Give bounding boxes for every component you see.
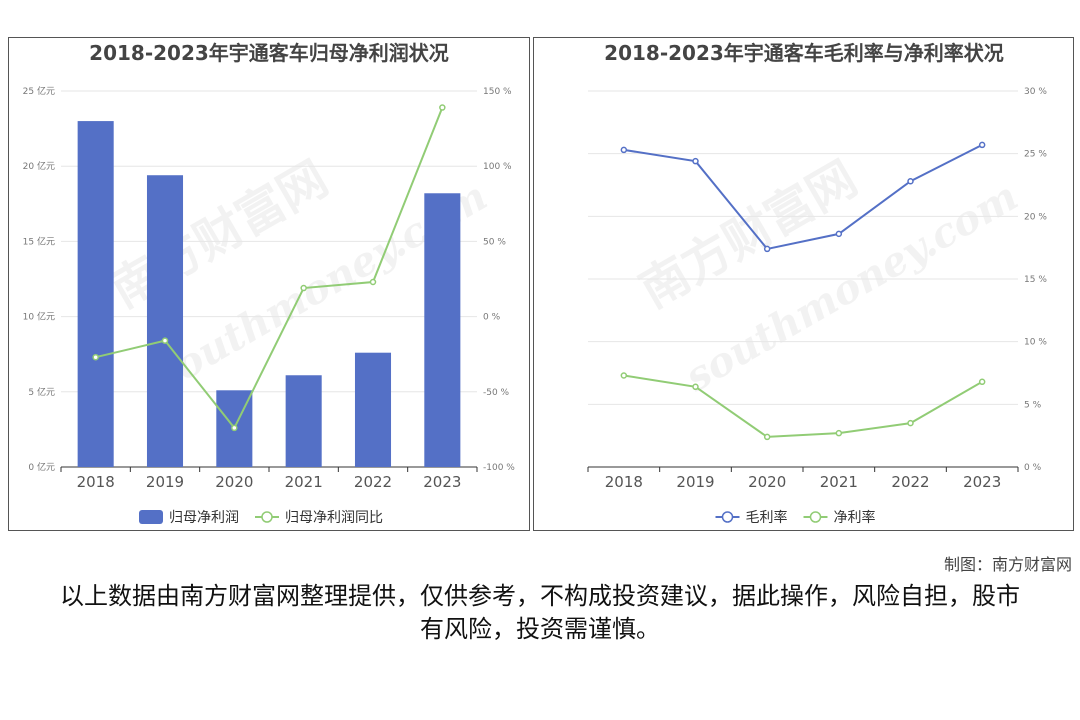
data-point bbox=[835, 230, 843, 238]
legend-marker bbox=[261, 511, 273, 523]
y-right-tick-label: 150 % bbox=[483, 87, 512, 97]
y-left-tick-label: 15 亿元 bbox=[23, 235, 55, 247]
chart-panel-right: 2018-2023年宇通客车毛利率与净利率状况 南方财富网 southmoney.… bbox=[533, 37, 1074, 531]
x-tick-label: 2018 bbox=[605, 473, 643, 491]
y-right-tick-label: 0 % bbox=[483, 313, 501, 323]
legend-label: 净利率 bbox=[834, 509, 876, 526]
x-tick-label: 2020 bbox=[748, 473, 786, 491]
x-tick-label: 2023 bbox=[423, 473, 461, 491]
data-point bbox=[439, 104, 446, 111]
x-tick-label: 2019 bbox=[146, 473, 184, 491]
y-right-tick-label: 100 % bbox=[483, 162, 512, 172]
x-tick-label: 2019 bbox=[676, 473, 714, 491]
data-point bbox=[692, 383, 699, 391]
bar bbox=[285, 375, 322, 467]
y-right-tick-label: 5 % bbox=[1024, 400, 1042, 410]
data-point bbox=[92, 353, 99, 361]
data-point bbox=[978, 141, 986, 149]
series-line bbox=[95, 107, 444, 430]
chart-left: 2018-2023年宇通客车归母净利润状况 南方财富网southmoney.co… bbox=[23, 41, 516, 526]
x-tick-label: 2018 bbox=[77, 473, 115, 491]
data-point bbox=[978, 378, 986, 386]
y-left-tick-label: 0 亿元 bbox=[28, 461, 55, 473]
data-point bbox=[907, 419, 914, 427]
y-right-tick-label: 25 % bbox=[1024, 150, 1047, 160]
y-right-tick-label: 10 % bbox=[1024, 338, 1047, 348]
data-point bbox=[300, 284, 307, 292]
x-tick-label: 2022 bbox=[891, 473, 929, 491]
disclaimer-text: 以上数据由南方财富网整理提供，仅供参考，不构成投资建议，据此操作，风险自担，股市… bbox=[60, 582, 1020, 643]
x-tick-label: 2023 bbox=[963, 473, 1001, 491]
data-point bbox=[369, 278, 377, 286]
y-right-tick-label: -100 % bbox=[483, 463, 515, 473]
y-right-tick-label: -50 % bbox=[483, 388, 510, 398]
data-point bbox=[620, 372, 628, 379]
x-tick-label: 2020 bbox=[215, 473, 253, 491]
data-point bbox=[231, 424, 238, 432]
x-tick-label: 2021 bbox=[820, 473, 858, 491]
y-left-tick-label: 25 亿元 bbox=[23, 85, 55, 97]
bar bbox=[146, 175, 184, 467]
y-right-tick-label: 15 % bbox=[1024, 275, 1047, 285]
x-tick-label: 2022 bbox=[354, 473, 392, 491]
chart-panel-left: 2018-2023年宇通客车归母净利润状况 南方财富网 southmoney.co… bbox=[8, 37, 530, 531]
y-right-tick-label: 0 % bbox=[1024, 463, 1042, 473]
legend-label: 归母净利润同比 bbox=[285, 509, 383, 526]
legend-label: 归母净利润 bbox=[169, 509, 239, 526]
y-left-tick-label: 10 亿元 bbox=[23, 311, 55, 323]
data-point bbox=[620, 146, 628, 154]
legend-swatch bbox=[139, 510, 163, 524]
y-right-tick-label: 20 % bbox=[1024, 212, 1047, 222]
data-point bbox=[692, 157, 699, 165]
legend-label: 毛利率 bbox=[746, 509, 788, 526]
chart-title: 2018-2023年宇通客车归母净利润状况 bbox=[89, 41, 449, 65]
chart-right: 2018-2023年宇通客车毛利率与净利率状况 南方财富网southmoney.… bbox=[587, 41, 1047, 526]
bar bbox=[77, 121, 114, 467]
legend-marker bbox=[721, 511, 734, 523]
series-line bbox=[623, 144, 983, 251]
bar bbox=[424, 193, 461, 467]
data-point bbox=[763, 433, 771, 441]
y-right-tick-label: 30 % bbox=[1024, 87, 1047, 97]
x-tick-label: 2021 bbox=[285, 473, 323, 491]
data-point bbox=[835, 429, 843, 437]
chart-credit: 制图：南方财富网 bbox=[943, 555, 1072, 574]
data-point bbox=[763, 245, 771, 253]
bar bbox=[354, 352, 392, 467]
data-point bbox=[161, 337, 169, 344]
y-left-tick-label: 5 亿元 bbox=[28, 386, 55, 398]
data-point bbox=[907, 177, 914, 185]
y-right-tick-label: 50 % bbox=[483, 237, 506, 247]
chart-title: 2018-2023年宇通客车毛利率与净利率状况 bbox=[604, 41, 1004, 65]
y-left-tick-label: 20 亿元 bbox=[23, 160, 55, 172]
legend-marker bbox=[809, 511, 822, 523]
series-line bbox=[623, 374, 983, 438]
